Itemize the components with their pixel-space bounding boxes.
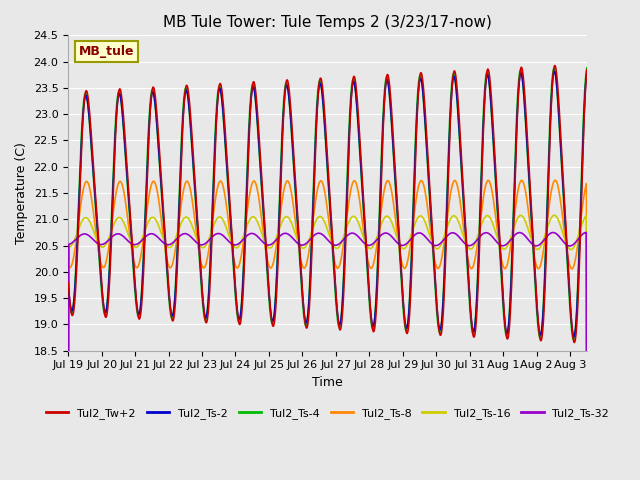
Tul2_Ts-16 bbox=[214, 215, 221, 221]
Tul2_Tw+2 bbox=[64, 280, 72, 286]
Tul2_Ts-8 bbox=[157, 216, 165, 222]
Tul2_Tw+2 bbox=[261, 224, 269, 230]
Line: Tul2_Ts-2: Tul2_Ts-2 bbox=[68, 72, 587, 336]
Tul2_Ts-2 bbox=[570, 334, 578, 339]
Tul2_Ts-32 bbox=[167, 241, 175, 247]
Y-axis label: Temperature (C): Temperature (C) bbox=[15, 142, 28, 244]
Tul2_Ts-4 bbox=[167, 313, 175, 319]
Tul2_Ts-4 bbox=[515, 84, 522, 90]
Tul2_Ts-2 bbox=[457, 149, 465, 155]
Tul2_Ts-16 bbox=[457, 225, 465, 230]
Tul2_Ts-2 bbox=[214, 96, 221, 101]
Tul2_Ts-4 bbox=[214, 90, 221, 96]
Tul2_Ts-32 bbox=[457, 236, 465, 241]
X-axis label: Time: Time bbox=[312, 376, 343, 389]
Tul2_Tw+2 bbox=[551, 62, 559, 68]
Line: Tul2_Ts-16: Tul2_Ts-16 bbox=[68, 215, 587, 480]
Line: Tul2_Ts-32: Tul2_Ts-32 bbox=[68, 232, 587, 480]
Text: MB_tule: MB_tule bbox=[79, 45, 134, 58]
Tul2_Tw+2 bbox=[515, 96, 522, 102]
Tul2_Ts-4 bbox=[261, 236, 269, 242]
Legend: Tul2_Tw+2, Tul2_Ts-2, Tul2_Ts-4, Tul2_Ts-8, Tul2_Ts-16, Tul2_Ts-32: Tul2_Tw+2, Tul2_Ts-2, Tul2_Ts-4, Tul2_Ts… bbox=[42, 404, 614, 423]
Tul2_Ts-8 bbox=[515, 187, 522, 192]
Tul2_Tw+2 bbox=[570, 340, 578, 346]
Tul2_Ts-32 bbox=[214, 231, 221, 237]
Tul2_Ts-16 bbox=[261, 239, 269, 245]
Tul2_Tw+2 bbox=[157, 176, 165, 181]
Line: Tul2_Ts-4: Tul2_Ts-4 bbox=[68, 68, 587, 339]
Tul2_Ts-16 bbox=[167, 244, 175, 250]
Tul2_Tw+2 bbox=[214, 96, 221, 101]
Title: MB Tule Tower: Tule Temps 2 (3/23/17-now): MB Tule Tower: Tule Temps 2 (3/23/17-now… bbox=[163, 15, 492, 30]
Tul2_Ts-4 bbox=[64, 288, 72, 293]
Tul2_Tw+2 bbox=[457, 140, 465, 145]
Tul2_Ts-4 bbox=[457, 155, 465, 160]
Tul2_Ts-2 bbox=[261, 229, 269, 235]
Tul2_Ts-2 bbox=[157, 183, 165, 189]
Tul2_Tw+2 bbox=[583, 67, 591, 72]
Tul2_Ts-32 bbox=[261, 241, 269, 247]
Tul2_Ts-4 bbox=[583, 65, 591, 71]
Tul2_Ts-8 bbox=[214, 183, 221, 189]
Tul2_Ts-8 bbox=[551, 178, 559, 183]
Tul2_Ts-8 bbox=[457, 202, 465, 207]
Tul2_Ts-2 bbox=[64, 281, 72, 287]
Tul2_Ts-4 bbox=[570, 336, 577, 342]
Tul2_Ts-16 bbox=[550, 212, 558, 218]
Tul2_Ts-8 bbox=[167, 264, 175, 270]
Tul2_Ts-16 bbox=[157, 230, 165, 236]
Tul2_Ts-2 bbox=[167, 309, 175, 315]
Line: Tul2_Tw+2: Tul2_Tw+2 bbox=[68, 65, 587, 343]
Tul2_Ts-32 bbox=[157, 238, 165, 244]
Tul2_Ts-16 bbox=[515, 215, 522, 220]
Tul2_Ts-2 bbox=[550, 69, 558, 74]
Line: Tul2_Ts-8: Tul2_Ts-8 bbox=[68, 180, 587, 480]
Tul2_Ts-2 bbox=[583, 70, 591, 75]
Tul2_Ts-32 bbox=[515, 230, 522, 236]
Tul2_Tw+2 bbox=[167, 312, 175, 317]
Tul2_Ts-8 bbox=[261, 242, 269, 248]
Tul2_Ts-4 bbox=[157, 188, 165, 193]
Tul2_Ts-2 bbox=[515, 93, 522, 98]
Tul2_Ts-32 bbox=[582, 229, 590, 235]
